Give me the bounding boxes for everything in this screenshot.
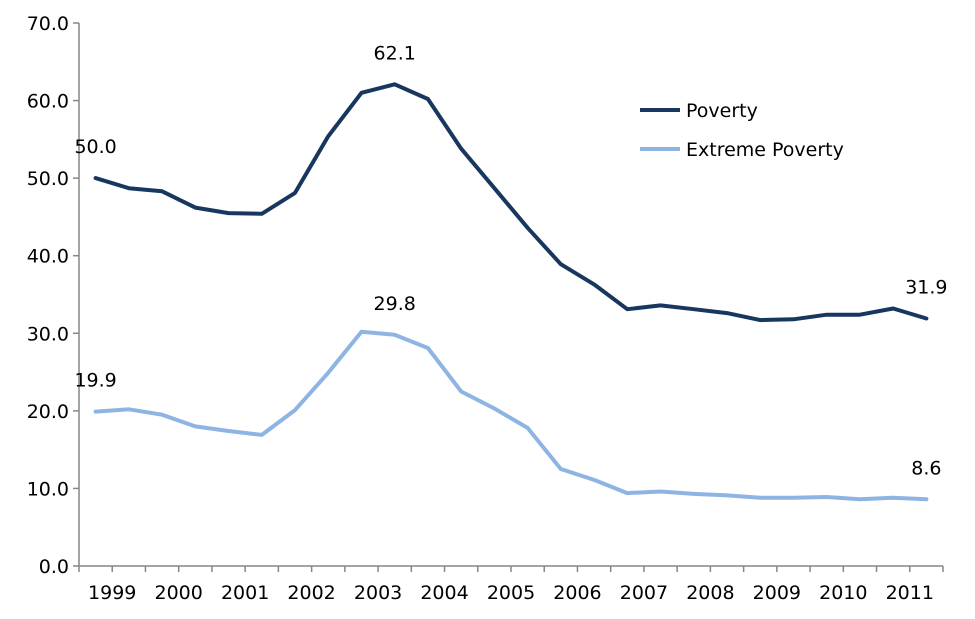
series-line-poverty	[93, 82, 929, 323]
x-tick-label: 2004	[420, 582, 468, 604]
x-tick-label: 2002	[287, 582, 335, 604]
series-lines	[93, 82, 929, 502]
y-tick-label: 50.0	[27, 168, 69, 190]
y-tick-label: 0.0	[39, 556, 69, 578]
y-tick-label: 20.0	[27, 401, 69, 423]
y-tick-label: 10.0	[27, 478, 69, 500]
y-tick-label: 60.0	[27, 91, 69, 113]
x-tick-label: 2010	[819, 582, 867, 604]
x-tick-label: 2006	[553, 582, 601, 604]
data-label: 62.1	[374, 42, 416, 64]
data-label: 8.6	[911, 457, 941, 479]
y-axis-ticks: 0.0 10.0 20.0 30.0 40.0 50.0 60.0 70.0	[27, 13, 79, 578]
x-tick-label: 2009	[753, 582, 801, 604]
data-label: 29.8	[374, 293, 416, 315]
x-tick-label: 2008	[686, 582, 734, 604]
y-tick-label: 70.0	[27, 13, 69, 35]
data-label: 19.9	[74, 370, 116, 392]
x-tick-label: 2005	[487, 582, 535, 604]
y-tick-label: 30.0	[27, 323, 69, 345]
series-line-extreme-poverty	[93, 329, 929, 502]
x-tick-label: 2007	[620, 582, 668, 604]
x-tick-label: 1999	[88, 582, 136, 604]
x-axis-ticks: 1999 2000 2001 2002 2003 2004 2005 2006 2007 2008…	[78, 566, 944, 604]
legend-label-poverty: Poverty	[686, 100, 758, 122]
x-tick-label: 2003	[354, 582, 402, 604]
x-tick-label: 2011	[886, 582, 934, 604]
x-tick-label: 2001	[221, 582, 269, 604]
data-label: 50.0	[74, 136, 116, 158]
data-labels: 50.0 62.1 31.9 19.9 29.8 8.6	[74, 42, 947, 479]
y-tick-label: 40.0	[27, 246, 69, 268]
legend-label-extreme-poverty: Extreme Poverty	[686, 139, 844, 161]
x-tick-label: 2000	[155, 582, 203, 604]
axes	[78, 23, 943, 567]
data-label: 31.9	[905, 277, 947, 299]
legend: Poverty Extreme Poverty	[640, 100, 844, 161]
